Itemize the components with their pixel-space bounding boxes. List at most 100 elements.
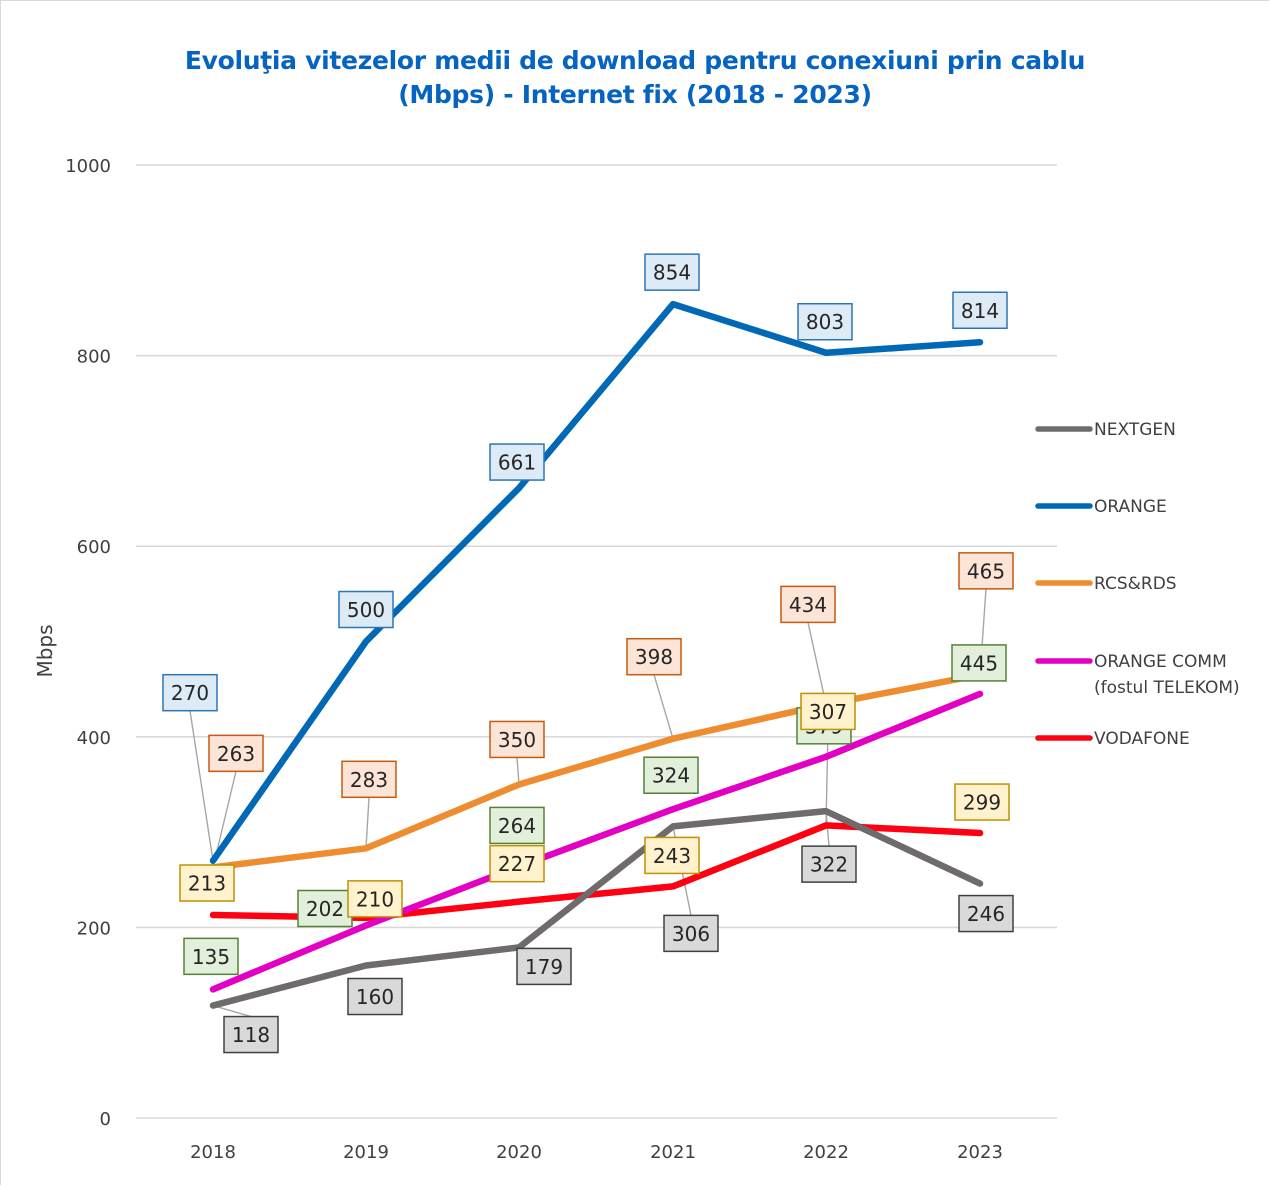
data-label-box [797,302,853,341]
data-label-box [644,253,700,291]
series-line-orange [209,300,984,864]
data-label: 213 [179,864,235,902]
chart-title: Evoluţia vitezelor medii de download pen… [0,44,1270,112]
data-label-box [208,734,264,773]
data-label-box [663,914,719,953]
data-label-box [801,845,857,883]
data-label-text: 299 [963,791,1001,815]
label-leader-line [807,622,827,705]
data-label-box [162,673,218,712]
data-label-box [644,836,700,875]
data-label-text: 306 [672,922,710,946]
data-label-box [952,291,1008,330]
legend-label: (fostul TELEKOM) [1094,678,1240,698]
data-label: 263 [208,734,264,773]
x-axis: 2018 2019 2020 2021 2022 2023 [190,1142,1003,1163]
data-labels: 118 160 179 306 322 246 270 500 661 854 803 814 263 2… [162,253,1014,1054]
data-label: 270 [162,673,218,712]
data-label-box [951,644,1007,682]
data-label-box [489,806,545,845]
x-tick-label: 2018 [190,1142,236,1163]
data-label-box [338,590,394,629]
legend-item: ORANGE COMM (fostul TELEKOM) [1035,652,1240,698]
chart-title-line-1: Evoluţia vitezelor medii de download pen… [184,46,1086,75]
label-leader-line [653,674,674,739]
data-label-text: 135 [192,945,230,969]
data-label-text: 283 [350,768,388,792]
data-label-box [183,937,239,976]
data-label-text: 264 [498,814,536,838]
data-label-box [958,894,1014,933]
legend: NEXTGEN ORANGE RCS&RDS ORANGE COMM (fostul T… [1035,420,1240,749]
label-leader-line [365,797,370,849]
data-label: 179 [516,947,572,986]
legend-item: VODAFONE [1035,729,1190,749]
data-label-text: 270 [171,681,209,705]
series-line-orange-comm-fostul-telekom [209,690,984,993]
data-label: 500 [338,590,394,629]
y-tick-label: 0 [100,1109,111,1130]
data-label: 803 [797,302,853,341]
data-label-text: 227 [498,852,536,876]
data-label: 246 [958,894,1014,933]
data-label-text: 246 [967,902,1005,926]
data-label: 160 [347,977,403,1016]
data-label: 814 [952,291,1008,330]
data-label-text: 465 [967,559,1005,583]
data-label: 324 [643,756,699,794]
y-tick-label: 800 [77,347,111,368]
data-label: 264 [489,806,545,845]
data-label-text: 398 [635,645,673,669]
data-label: 854 [644,253,700,291]
chart-title-line-2: (Mbps) - Internet fix (2018 - 2023) [398,80,872,109]
data-label-box [341,760,397,799]
data-label-box [223,1015,279,1054]
x-tick-label: 2023 [957,1142,1003,1163]
series-line-nextgen [209,807,984,1009]
data-label-text: 263 [217,742,255,766]
data-label-text: 322 [810,853,848,877]
y-tick-label: 1000 [65,156,111,177]
y-tick-label: 600 [77,537,111,558]
data-label: 306 [663,914,719,953]
data-label-box [626,637,682,676]
data-label: 135 [183,937,239,976]
x-tick-label: 2022 [803,1142,849,1163]
data-label-box [780,585,836,624]
data-label: 202 [297,889,353,928]
legend-label: VODAFONE [1094,729,1190,749]
data-label-text: 854 [653,261,691,285]
data-label-box [800,692,856,731]
data-label: 661 [489,443,545,481]
data-label-text: 434 [789,593,827,617]
data-label-text: 202 [306,897,344,921]
data-label-text: 118 [232,1023,270,1047]
legend-item: RCS&RDS [1035,574,1177,594]
legend-label: RCS&RDS [1094,574,1177,594]
data-label-text: 445 [960,651,998,675]
data-label-text: 661 [498,451,536,475]
label-leader-line [189,710,214,861]
legend-label: ORANGE [1094,497,1167,517]
data-label-box [516,947,572,986]
data-label-text: 500 [347,598,385,622]
data-label-text: 213 [188,872,226,896]
data-label-box [489,720,545,759]
data-label-box [179,864,235,902]
x-tick-label: 2020 [496,1142,542,1163]
data-label: 227 [489,844,545,883]
label-leader-line [212,1004,252,1018]
data-label-text: 210 [356,887,394,911]
data-label: 465 [958,552,1014,590]
data-label: 434 [780,585,836,624]
data-label: 283 [341,760,397,799]
data-label: 322 [801,845,857,883]
data-label: 210 [347,880,403,918]
data-label: 118 [223,1015,279,1054]
data-label-text: 814 [961,299,999,323]
data-label: 350 [489,720,545,759]
data-label: 445 [951,644,1007,682]
legend-label: NEXTGEN [1094,420,1176,440]
